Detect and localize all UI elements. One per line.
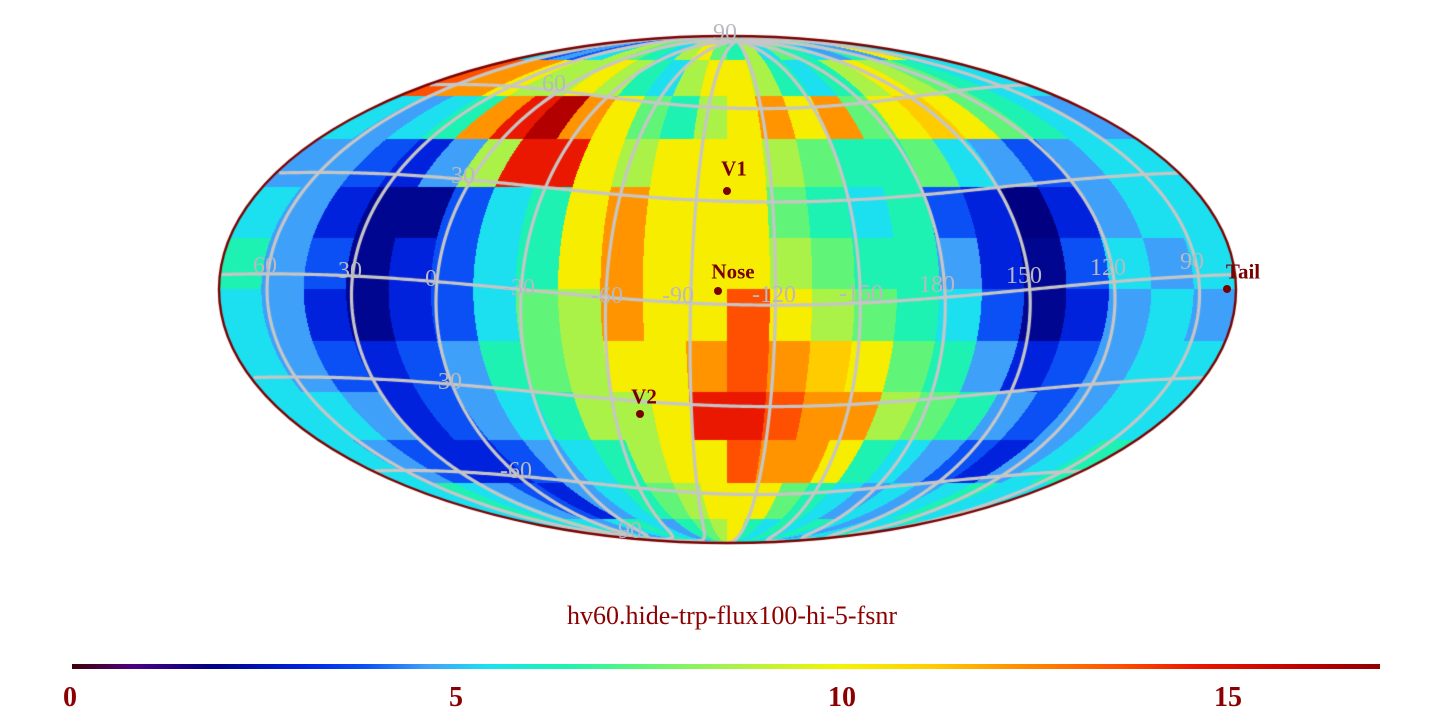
graticule-lon-label: -150 — [839, 281, 883, 307]
graticule-lon-label: -60 — [591, 283, 623, 309]
colorbar-gradient — [72, 664, 1380, 669]
graticule-lon-label: -120 — [752, 282, 796, 308]
graticule-lon-label: -90 — [662, 283, 694, 309]
graticule-lat-label: 30 — [451, 163, 475, 189]
graticule-lon-label: 120 — [1090, 255, 1126, 281]
graticule-lon-label: 30 — [338, 258, 362, 284]
poi-label-nose: Nose — [711, 259, 755, 284]
graticule-lon-label: 180 — [919, 272, 955, 298]
colorbar-tick-5: 5 — [449, 682, 463, 713]
colorbar-tick-15: 15 — [1214, 682, 1242, 713]
poi-dot-v1 — [723, 187, 731, 195]
sky-map-canvas — [217, 34, 1238, 545]
graticule-lat-label: -90 — [610, 518, 642, 544]
poi-dot-nose — [714, 287, 722, 295]
poi-dot-v2 — [636, 410, 644, 418]
poi-label-v2: V2 — [631, 384, 657, 409]
graticule-lon-label: 90 — [1180, 249, 1204, 275]
colorbar-tick-0: 0 — [63, 682, 77, 713]
graticule-lon-label: 60 — [253, 253, 277, 279]
graticule-lat-label: -60 — [500, 458, 532, 484]
graticule-lon-label: -30 — [503, 275, 535, 301]
poi-label-v1: V1 — [721, 156, 747, 181]
graticule-lon-label: 0 — [425, 266, 437, 292]
graticule-lat-label: -30 — [430, 369, 462, 395]
poi-dot-tail — [1223, 285, 1231, 293]
graticule-lon-label: 150 — [1006, 263, 1042, 289]
graticule-lat-label: 90 — [713, 20, 737, 46]
graticule-lat-label: 60 — [542, 71, 566, 97]
poi-label-tail: Tail — [1225, 259, 1261, 284]
colorbar-tick-10: 10 — [828, 682, 856, 713]
figure-title: hv60.hide-trp-flux100-hi-5-fsnr — [567, 601, 897, 630]
